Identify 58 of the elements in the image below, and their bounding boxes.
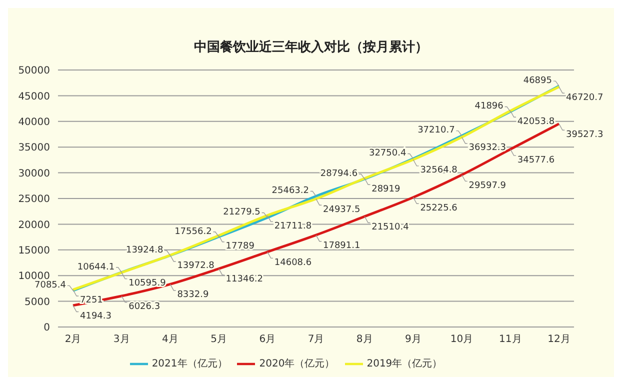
y-tick-label: 35000 [18, 142, 50, 154]
data-label: 14608.6 [274, 258, 312, 268]
data-label: 10595.9 [128, 278, 166, 289]
x-tick-label: 9月 [405, 334, 422, 346]
data-label: 8332.9 [177, 290, 209, 300]
data-label: 39527.3 [566, 130, 604, 140]
data-label: 28794.6 [320, 168, 358, 179]
x-tick-label: 4月 [162, 334, 178, 346]
y-tick-label: 15000 [18, 245, 50, 256]
data-label: 29597.9 [468, 180, 506, 191]
y-tick-label: 0 [44, 322, 50, 334]
data-label: 41896 [474, 102, 504, 112]
data-label: 6026.3 [128, 302, 160, 312]
x-tick-label: 5月 [210, 334, 227, 346]
data-label: 36932.3 [468, 143, 506, 154]
data-label: 10644.1 [77, 262, 115, 272]
y-tick-label: 25000 [18, 194, 50, 206]
data-label: 17789 [226, 242, 255, 252]
data-label: 17891.1 [323, 241, 360, 252]
data-label: 17556.2 [174, 226, 212, 237]
data-label: 13972.8 [177, 261, 215, 272]
y-tick-label: 40000 [18, 116, 50, 128]
data-label: 25225.6 [420, 203, 458, 214]
data-label: 32564.8 [420, 166, 458, 176]
y-tick-label: 10000 [18, 271, 50, 282]
data-label: 34577.6 [517, 155, 555, 166]
data-label: 37210.7 [418, 126, 455, 136]
data-label: 28919 [372, 184, 401, 194]
x-tick-label: 7月 [308, 334, 324, 346]
data-label: 21279.5 [223, 208, 260, 218]
data-label: 4194.3 [80, 311, 112, 322]
data-label: 7085.4 [34, 280, 66, 291]
x-tick-label: 2月 [64, 334, 82, 346]
data-label: 11346.2 [226, 274, 264, 285]
y-tick-label: 50000 [18, 66, 50, 77]
x-tick-label: 8月 [356, 334, 373, 346]
data-label: 21510.4 [372, 222, 410, 232]
x-tick-label: 3月 [113, 334, 130, 346]
data-label: 24937.5 [323, 204, 360, 215]
data-label: 32750.4 [368, 148, 406, 159]
legend-label: 2021年（亿元） [152, 358, 228, 370]
x-tick-label: 6月 [259, 334, 276, 346]
data-label: 25463.2 [272, 186, 309, 196]
legend-label: 2020年（亿元） [259, 358, 335, 370]
data-label: 13924.8 [126, 245, 164, 256]
data-label: 46720.7 [566, 92, 604, 103]
data-label: 46895 [523, 76, 552, 86]
y-tick-label: 45000 [18, 91, 50, 102]
data-label: 21711.8 [274, 221, 312, 232]
data-label: 42053.8 [517, 116, 555, 127]
y-tick-label: 20000 [18, 220, 50, 231]
x-tick-label: 10月 [450, 334, 474, 346]
chart-title: 中国餐饮业近三年收入对比（按月累计） [193, 38, 429, 56]
legend-label: 2019年（亿元） [366, 358, 442, 370]
y-tick-label: 30000 [18, 168, 50, 180]
y-tick-label: 5000 [24, 296, 50, 308]
x-tick-label: 11月 [499, 334, 522, 346]
x-tick-label: 12月 [548, 334, 570, 346]
